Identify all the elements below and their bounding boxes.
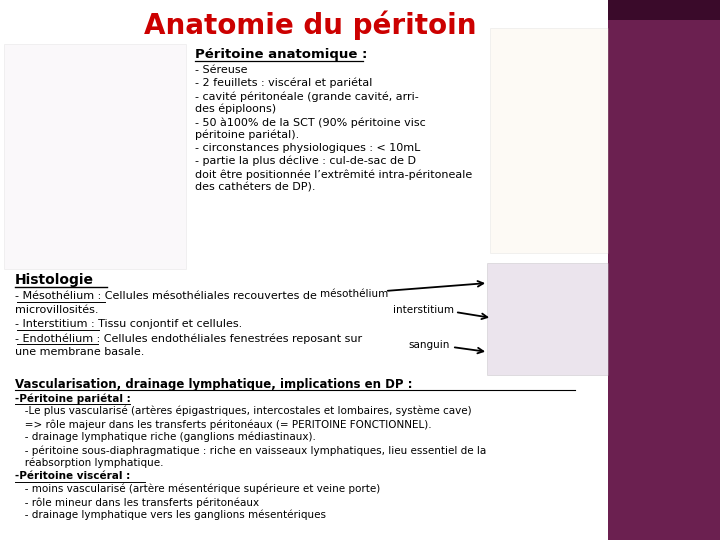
Text: Péritoine anatomique :: Péritoine anatomique :	[195, 48, 367, 61]
Text: - drainage lymphatique vers les ganglions mésentériques: - drainage lymphatique vers les ganglion…	[15, 510, 326, 521]
Bar	[608, 0, 720, 540]
Text: microvillosités.: microvillosités.	[15, 305, 99, 315]
Bar	[4, 44, 186, 269]
Text: - péritoine sous-diaphragmatique : riche en vaisseaux lymphatiques, lieu essenti: - péritoine sous-diaphragmatique : riche…	[15, 445, 486, 456]
Text: des cathéters de DP).: des cathéters de DP).	[195, 182, 315, 192]
Text: => rôle majeur dans les transferts péritonéaux (= PERITOINE FONCTIONNEL).: => rôle majeur dans les transferts périt…	[15, 419, 431, 429]
Text: des épiploons): des épiploons)	[195, 104, 276, 114]
Text: - Mésothélium : Cellules mésothéliales recouvertes de: - Mésothélium : Cellules mésothéliales r…	[15, 291, 317, 301]
Text: péritoine pariétal).: péritoine pariétal).	[195, 130, 300, 140]
Text: - 50 à100% de la SCT (90% péritoine visc: - 50 à100% de la SCT (90% péritoine visc	[195, 117, 426, 127]
Bar	[490, 28, 608, 253]
Text: -Péritoine viscéral :: -Péritoine viscéral :	[15, 471, 130, 481]
Text: mésothélium: mésothélium	[320, 289, 388, 299]
Text: sanguin: sanguin	[408, 340, 449, 350]
Text: - drainage lymphatique riche (ganglions médiastinaux).: - drainage lymphatique riche (ganglions …	[15, 432, 316, 442]
Bar	[608, 0, 720, 20]
Text: - cavité péritonéale (grande cavité, arri-: - cavité péritonéale (grande cavité, arr…	[195, 91, 419, 102]
Text: doit être positionnée l’extrêmité intra-péritoneale: doit être positionnée l’extrêmité intra-…	[195, 169, 472, 179]
Text: Histologie: Histologie	[15, 273, 94, 287]
Text: - Interstitium : Tissu conjontif et cellules.: - Interstitium : Tissu conjontif et cell…	[15, 319, 242, 329]
Bar	[487, 263, 608, 375]
Text: - partie la plus déclive : cul-de-sac de D: - partie la plus déclive : cul-de-sac de…	[195, 156, 416, 166]
Text: Anatomie du péritoin: Anatomie du péritoin	[144, 10, 476, 40]
Text: une membrane basale.: une membrane basale.	[15, 347, 145, 357]
Text: - 2 feuillets : viscéral et pariétal: - 2 feuillets : viscéral et pariétal	[195, 78, 372, 89]
Text: - circonstances physiologiques : < 10mL: - circonstances physiologiques : < 10mL	[195, 143, 420, 153]
Text: interstitium: interstitium	[393, 305, 454, 315]
Text: - Séreuse: - Séreuse	[195, 65, 248, 75]
Text: - rôle mineur dans les transferts péritonéaux: - rôle mineur dans les transferts périto…	[15, 497, 259, 508]
Text: -Le plus vascularisé (artères épigastriques, intercostales et lombaires, système: -Le plus vascularisé (artères épigastriq…	[15, 406, 472, 416]
Text: - moins vascularisé (artère mésentérique supérieure et veine porte): - moins vascularisé (artère mésentérique…	[15, 484, 380, 495]
Text: -Péritoine pariétal :: -Péritoine pariétal :	[15, 393, 131, 403]
Text: réabsorption lymphatique.: réabsorption lymphatique.	[15, 458, 163, 469]
Text: - Endothélium : Cellules endothéliales fenestrées reposant sur: - Endothélium : Cellules endothéliales f…	[15, 333, 362, 343]
Text: Vascularisation, drainage lymphatique, implications en DP :: Vascularisation, drainage lymphatique, i…	[15, 378, 413, 391]
